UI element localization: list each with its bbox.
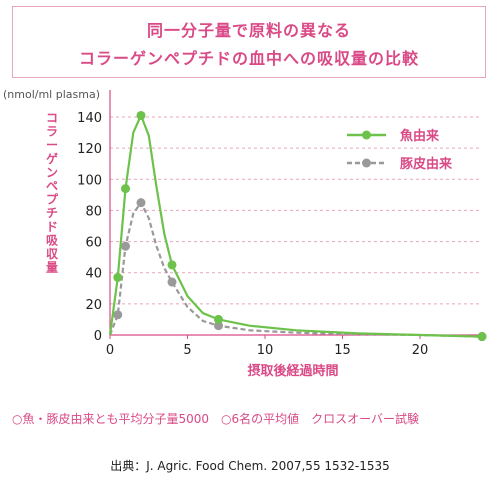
y-axis-label-char: コ <box>46 111 58 125</box>
data-point-pig <box>167 277 177 287</box>
legend-label: 魚由来 <box>400 128 440 144</box>
y-axis-label-char: 収 <box>46 247 59 261</box>
y-tick-label: 100 <box>77 173 102 188</box>
x-axis-label: 摂取後経過時間 <box>247 363 338 379</box>
y-axis-label-char: ド <box>46 220 58 234</box>
source-citation: 出典：J. Agric. Food Chem. 2007,55 1532-153… <box>110 459 390 473</box>
x-tick-label: 0 <box>106 343 114 358</box>
data-point-fish <box>214 314 223 324</box>
data-point-pig <box>214 321 223 331</box>
y-axis-label-char: ン <box>46 165 58 179</box>
data-point-fish <box>136 110 146 120</box>
y-tick-label: 140 <box>77 111 102 126</box>
series-line-pig <box>108 201 483 338</box>
data-point-pig <box>113 310 123 320</box>
y-axis-label-char: ゲ <box>46 151 58 166</box>
y-tick-label: 40 <box>85 267 102 282</box>
data-point-fish <box>167 260 177 270</box>
data-point-fish <box>113 272 123 282</box>
absorption-chart: 0 20 40 60 80 100 120 140 0 5 10 15 20 (nmol/ml plasm… <box>3 88 487 379</box>
y-unit-label: (nmol/ml plasma) <box>3 88 100 101</box>
chart-title-line-1: 同一分子量で原料の異なる <box>146 21 351 40</box>
y-tick-label: 60 <box>85 236 102 251</box>
y-axis-label-char: 量 <box>46 261 58 275</box>
data-point-fish <box>477 332 487 342</box>
title-box: 同一分子量で原料の異なる コラーゲンペプチドの血中への吸収量の比較 <box>12 6 486 78</box>
y-tick-label: 0 <box>94 329 102 344</box>
x-tick-label: 15 <box>334 343 351 358</box>
legend-marker <box>362 158 371 168</box>
y-tick-label: 20 <box>85 298 102 313</box>
y-axis-label-char: 吸 <box>46 233 59 247</box>
data-point-pig <box>121 241 130 251</box>
y-axis-label-char: ー <box>46 138 58 152</box>
y-axis-label-char: ペ <box>46 179 58 193</box>
x-tick-label: 10 <box>257 343 274 358</box>
data-point-pig <box>136 198 146 208</box>
y-axis-label-char: ラ <box>46 125 58 139</box>
x-tick-label: 20 <box>412 343 429 358</box>
legend-label: 豚皮由来 <box>400 156 453 172</box>
data-point-fish <box>121 184 130 194</box>
y-axis-label-char: チ <box>46 206 58 220</box>
y-tick-label: 120 <box>77 142 102 157</box>
legend-marker <box>362 130 371 140</box>
x-tick-label: 5 <box>183 343 191 358</box>
study-note: ○魚・豚皮由来とも平均分子量5000 ○6名の平均値 クロスオーバー試験 <box>12 412 419 426</box>
chart-title-line-2: コラーゲンペプチドの血中への吸収量の比較 <box>78 49 419 68</box>
y-axis-label-char: プ <box>46 192 59 207</box>
y-tick-label: 80 <box>85 204 102 219</box>
